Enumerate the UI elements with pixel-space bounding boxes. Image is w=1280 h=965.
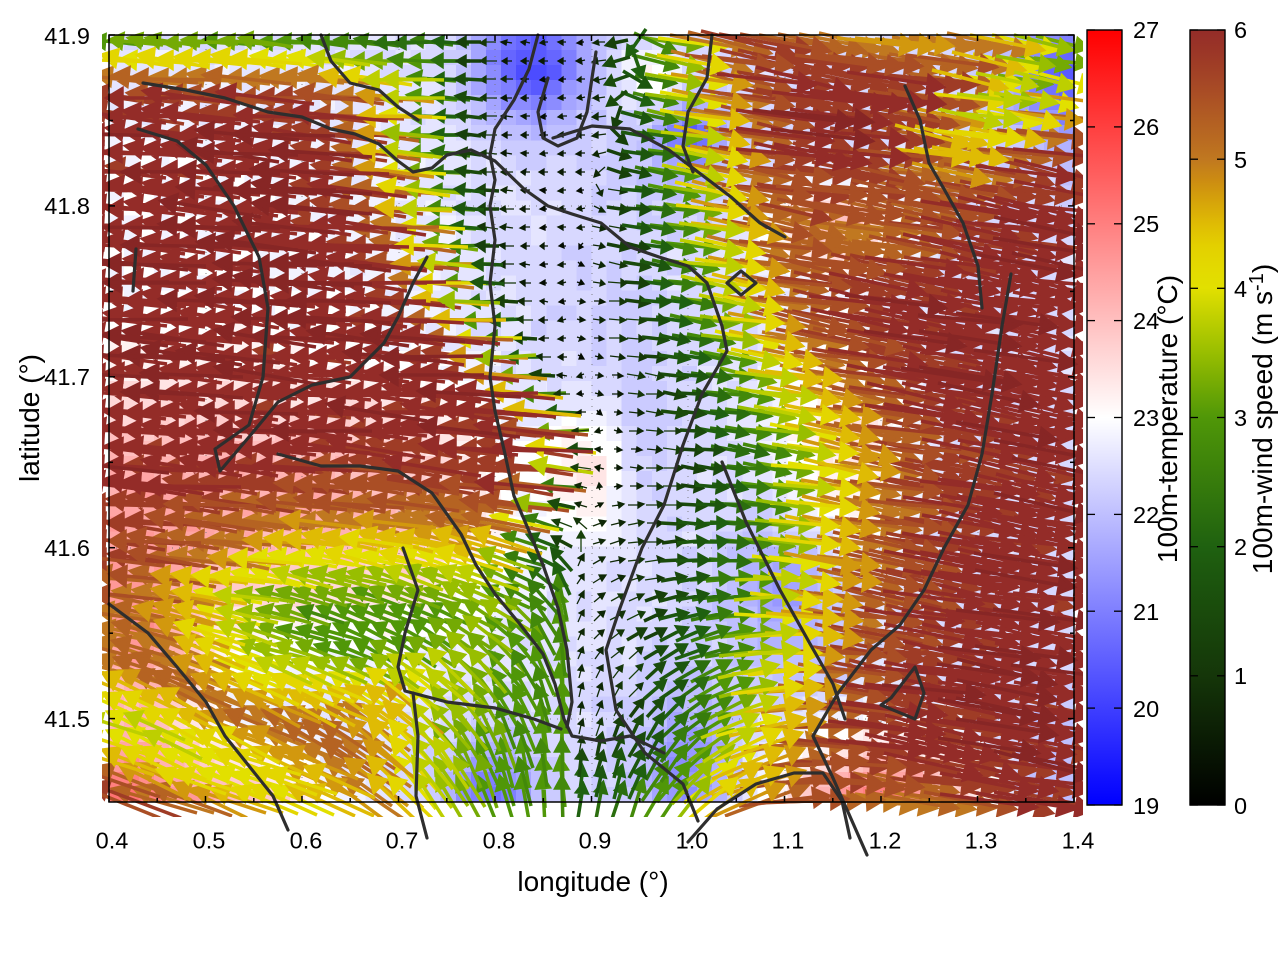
svg-text:27: 27 xyxy=(1133,17,1159,43)
svg-text:6: 6 xyxy=(1234,17,1247,43)
svg-text:41.9: 41.9 xyxy=(44,23,90,49)
svg-text:0: 0 xyxy=(1234,793,1247,819)
svg-text:100m-wind speed (m s-1): 100m-wind speed (m s-1) xyxy=(1246,264,1278,574)
svg-text:5: 5 xyxy=(1234,147,1247,173)
svg-text:21: 21 xyxy=(1133,599,1159,625)
svg-text:41.8: 41.8 xyxy=(44,193,90,219)
svg-text:1.4: 1.4 xyxy=(1062,828,1095,854)
svg-text:0.4: 0.4 xyxy=(96,828,129,854)
svg-text:0.9: 0.9 xyxy=(579,828,612,854)
svg-text:0.8: 0.8 xyxy=(483,828,516,854)
svg-text:1.0: 1.0 xyxy=(676,828,709,854)
svg-text:1.1: 1.1 xyxy=(772,828,805,854)
svg-text:longitude (°): longitude (°) xyxy=(517,866,668,897)
svg-text:41.6: 41.6 xyxy=(44,535,90,561)
svg-text:41.5: 41.5 xyxy=(44,706,90,732)
svg-text:0.5: 0.5 xyxy=(193,828,226,854)
svg-text:19: 19 xyxy=(1133,793,1159,819)
svg-text:100m-temperature (°C): 100m-temperature (°C) xyxy=(1152,275,1183,563)
svg-text:25: 25 xyxy=(1133,211,1159,237)
svg-text:2: 2 xyxy=(1234,534,1247,560)
svg-text:20: 20 xyxy=(1133,696,1159,722)
svg-text:0.7: 0.7 xyxy=(386,828,419,854)
svg-text:3: 3 xyxy=(1234,405,1247,431)
svg-text:1: 1 xyxy=(1234,663,1247,689)
svg-text:latitude (°): latitude (°) xyxy=(14,354,45,482)
svg-text:1.3: 1.3 xyxy=(965,828,998,854)
svg-text:26: 26 xyxy=(1133,114,1159,140)
svg-text:0.6: 0.6 xyxy=(290,828,323,854)
svg-text:1.2: 1.2 xyxy=(869,828,902,854)
svg-text:41.7: 41.7 xyxy=(44,364,90,390)
